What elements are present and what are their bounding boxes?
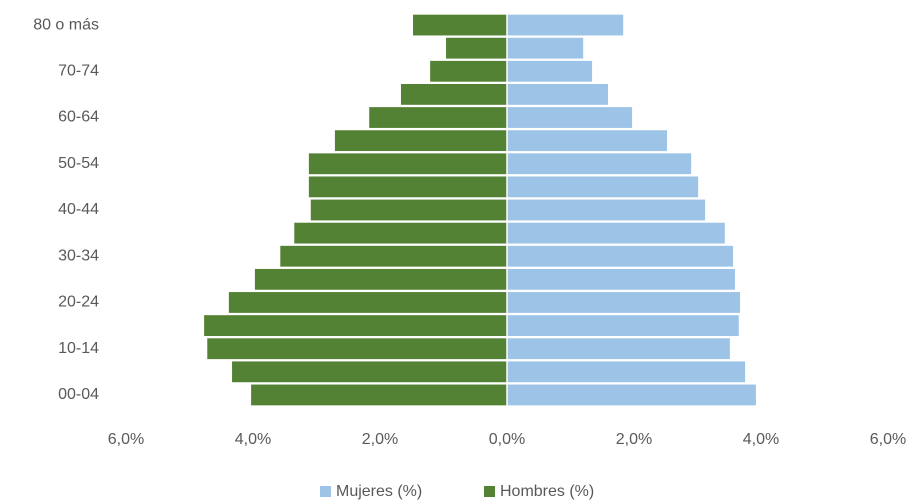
bar	[507, 84, 608, 105]
bar	[446, 37, 507, 59]
legend-label: Hombres (%)	[500, 483, 594, 500]
bar	[254, 268, 507, 290]
bar	[507, 292, 741, 313]
bar	[507, 107, 633, 128]
legend-swatch	[320, 486, 331, 497]
y-tick-label: 70-74	[58, 63, 99, 80]
bar	[507, 153, 692, 175]
y-tick-label: 80 o más	[33, 16, 99, 33]
x-tick-label: 0,0%	[489, 431, 525, 448]
bar	[507, 245, 734, 267]
bar	[507, 60, 593, 82]
bar	[228, 292, 507, 313]
bar	[400, 84, 507, 105]
bar	[507, 315, 739, 336]
y-tick-label: 20-24	[58, 294, 99, 311]
y-tick-label: 00-04	[58, 386, 99, 403]
bar	[507, 384, 756, 406]
bar	[308, 153, 507, 175]
bar	[430, 60, 507, 82]
bar	[334, 130, 507, 152]
bar	[507, 361, 746, 383]
bar	[507, 176, 699, 198]
y-tick-label: 40-44	[58, 201, 99, 218]
bar	[204, 315, 508, 336]
bar	[507, 222, 725, 244]
bar	[507, 130, 668, 152]
x-tick-label: 6,0%	[108, 431, 144, 448]
bar	[294, 222, 507, 244]
bar	[251, 384, 507, 406]
y-tick-label: 30-34	[58, 247, 99, 264]
bar	[507, 338, 730, 360]
bar	[207, 338, 507, 360]
bar	[507, 199, 706, 221]
y-tick-label: 60-64	[58, 109, 99, 126]
x-tick-label: 4,0%	[235, 431, 271, 448]
x-tick-label: 2,0%	[362, 431, 398, 448]
x-tick-label: 6,0%	[870, 431, 906, 448]
bar	[507, 37, 584, 59]
x-tick-label: 2,0%	[616, 431, 652, 448]
bar	[413, 14, 507, 36]
bar	[308, 176, 507, 198]
x-tick-label: 4,0%	[743, 431, 779, 448]
legend-swatch	[484, 486, 495, 497]
y-tick-label: 50-54	[58, 155, 99, 172]
bar	[232, 361, 508, 383]
bar	[507, 268, 735, 290]
bar	[310, 199, 507, 221]
bar	[507, 14, 624, 36]
legend-label: Mujeres (%)	[336, 483, 422, 500]
bar	[369, 107, 507, 128]
y-tick-label: 10-14	[58, 340, 99, 357]
bar	[280, 245, 507, 267]
